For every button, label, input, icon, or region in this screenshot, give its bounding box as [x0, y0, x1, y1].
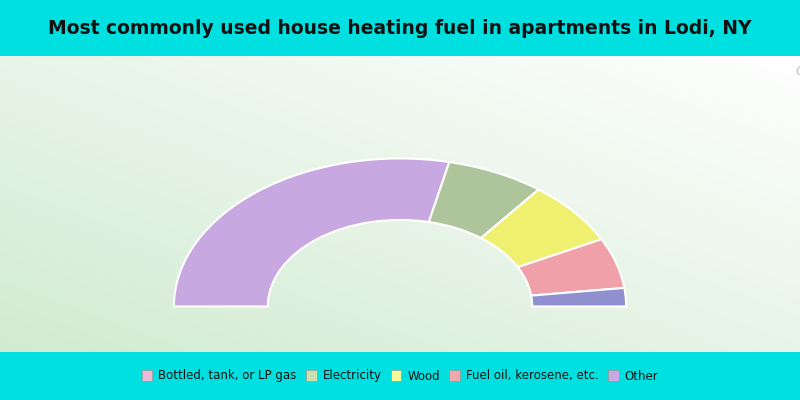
- Text: City-Data.com: City-Data.com: [796, 65, 800, 78]
- Text: Most commonly used house heating fuel in apartments in Lodi, NY: Most commonly used house heating fuel in…: [48, 18, 752, 38]
- Legend: Bottled, tank, or LP gas, Electricity, Wood, Fuel oil, kerosene, etc., Other: Bottled, tank, or LP gas, Electricity, W…: [138, 366, 662, 386]
- Wedge shape: [531, 288, 626, 306]
- Wedge shape: [429, 162, 538, 238]
- Wedge shape: [518, 239, 624, 296]
- Wedge shape: [174, 158, 450, 306]
- Wedge shape: [481, 190, 602, 267]
